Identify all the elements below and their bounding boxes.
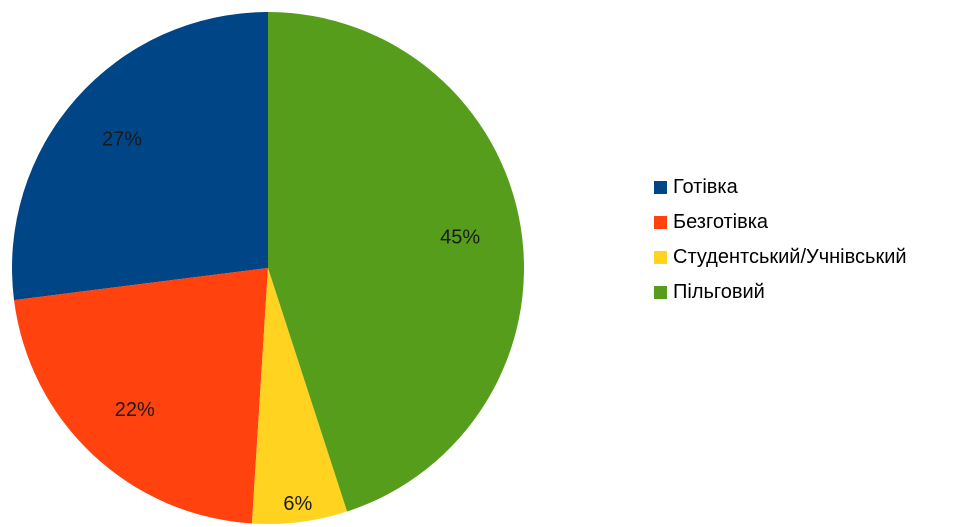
pie-slices [11,12,524,524]
legend: Готівка Безготівка Студентський/Учнівськ… [654,170,907,310]
legend-item-cashless: Безготівка [654,205,907,240]
legend-label-cashless: Безготівка [673,211,769,233]
pie-slice-student [251,268,348,524]
slice-label-student: 6% [283,493,312,515]
legend-swatch-cashless [654,216,667,229]
legend-item-student: Студентський/Учнівський [654,240,907,275]
legend-swatch-cash [654,181,667,194]
pie-slice-benefit [268,12,524,512]
pie-slice-cash [11,12,269,301]
legend-label-student: Студентський/Учнівський [673,246,907,268]
legend-item-cash: Готівка [654,170,907,205]
legend-item-benefit: Пільговий [654,275,907,310]
slice-label-cashless: 22% [115,399,155,421]
slice-label-benefit: 45% [440,227,480,249]
legend-label-cash: Готівка [673,176,738,198]
pie-slice-labels: 27% 22% 6% 45% [102,128,480,515]
legend-swatch-benefit [654,286,667,299]
slice-label-cash: 27% [102,128,142,150]
legend-label-benefit: Пільговий [673,281,765,303]
legend-swatch-student [654,251,667,264]
pie-slice-cashless [14,268,269,524]
